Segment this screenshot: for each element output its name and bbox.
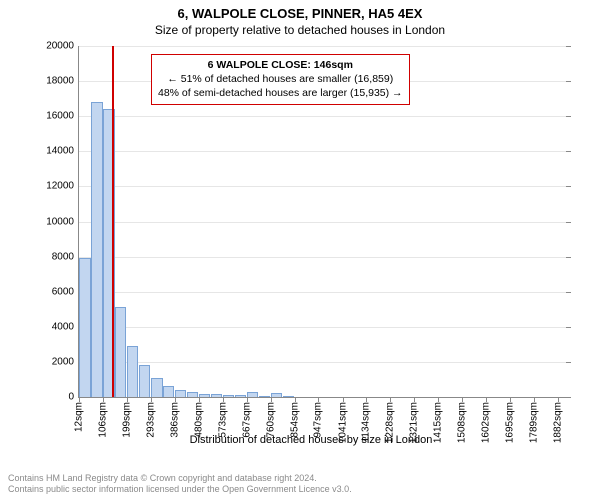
y-tick-mark bbox=[566, 46, 571, 47]
gridline bbox=[79, 186, 570, 187]
y-tick-mark bbox=[566, 116, 571, 117]
y-tick-label: 16000 bbox=[46, 111, 79, 122]
y-tick-label: 12000 bbox=[46, 181, 79, 192]
gridline bbox=[79, 151, 570, 152]
y-tick-mark bbox=[566, 362, 571, 363]
info-line: 48% of semi-detached houses are larger (… bbox=[158, 86, 403, 100]
x-tick-label: 293sqm bbox=[145, 397, 156, 438]
x-tick-label: 12sqm bbox=[74, 397, 85, 432]
footer-line: Contains public sector information licen… bbox=[8, 484, 592, 496]
title-block: 6, WALPOLE CLOSE, PINNER, HA5 4EX Size o… bbox=[0, 0, 600, 37]
gridline bbox=[79, 46, 570, 47]
info-line: ← 51% of detached houses are smaller (16… bbox=[158, 72, 403, 86]
y-tick-mark bbox=[566, 186, 571, 187]
x-tick-label: 1508sqm bbox=[457, 397, 468, 443]
x-tick-label: 106sqm bbox=[98, 397, 109, 438]
x-tick-label: 854sqm bbox=[289, 397, 300, 438]
x-tick-label: 667sqm bbox=[241, 397, 252, 438]
gridline bbox=[79, 292, 570, 293]
y-tick-mark bbox=[566, 257, 571, 258]
x-axis-label: Distribution of detached houses by size … bbox=[190, 434, 433, 446]
y-tick-label: 18000 bbox=[46, 76, 79, 87]
x-tick-label: 1695sqm bbox=[505, 397, 516, 443]
histogram-bar bbox=[115, 307, 126, 397]
x-tick-label: 1882sqm bbox=[552, 397, 563, 443]
x-tick-label: 199sqm bbox=[121, 397, 132, 438]
footer: Contains HM Land Registry data © Crown c… bbox=[8, 473, 592, 496]
chart: Number of detached properties 0200040006… bbox=[52, 46, 570, 424]
y-tick-mark bbox=[566, 327, 571, 328]
histogram-bar bbox=[163, 386, 174, 397]
y-tick-label: 4000 bbox=[52, 321, 79, 332]
x-tick-label: 386sqm bbox=[169, 397, 180, 438]
gridline bbox=[79, 327, 570, 328]
histogram-bar bbox=[151, 378, 163, 397]
y-tick-label: 14000 bbox=[46, 146, 79, 157]
y-tick-label: 10000 bbox=[46, 216, 79, 227]
gridline bbox=[79, 222, 570, 223]
x-tick-label: 1415sqm bbox=[433, 397, 444, 443]
y-tick-label: 20000 bbox=[46, 41, 79, 52]
chart-subtitle: Size of property relative to detached ho… bbox=[0, 23, 600, 37]
y-tick-label: 8000 bbox=[52, 251, 79, 262]
histogram-bar bbox=[91, 102, 103, 397]
histogram-bar bbox=[139, 365, 151, 397]
x-tick-label: 1602sqm bbox=[481, 397, 492, 443]
x-tick-label: 480sqm bbox=[193, 397, 204, 438]
footer-line: Contains HM Land Registry data © Crown c… bbox=[8, 473, 592, 485]
y-tick-mark bbox=[566, 292, 571, 293]
info-box: 6 WALPOLE CLOSE: 146sqm ← 51% of detache… bbox=[151, 54, 410, 105]
histogram-bar bbox=[127, 346, 139, 397]
y-tick-mark bbox=[566, 151, 571, 152]
gridline bbox=[79, 116, 570, 117]
histogram-bar bbox=[79, 258, 91, 397]
gridline bbox=[79, 257, 570, 258]
y-tick-label: 2000 bbox=[52, 356, 79, 367]
histogram-bar bbox=[175, 390, 187, 397]
x-tick-label: 947sqm bbox=[313, 397, 324, 438]
x-tick-label: 760sqm bbox=[265, 397, 276, 438]
info-line: 6 WALPOLE CLOSE: 146sqm bbox=[158, 58, 403, 72]
y-tick-label: 6000 bbox=[52, 286, 79, 297]
x-tick-label: 573sqm bbox=[217, 397, 228, 438]
y-tick-mark bbox=[566, 81, 571, 82]
x-tick-label: 1789sqm bbox=[529, 397, 540, 443]
marker-line bbox=[112, 46, 114, 397]
plot-area: 0200040006000800010000120001400016000180… bbox=[78, 46, 570, 398]
gridline bbox=[79, 362, 570, 363]
y-tick-mark bbox=[566, 397, 571, 398]
chart-title: 6, WALPOLE CLOSE, PINNER, HA5 4EX bbox=[0, 6, 600, 21]
y-tick-mark bbox=[566, 222, 571, 223]
